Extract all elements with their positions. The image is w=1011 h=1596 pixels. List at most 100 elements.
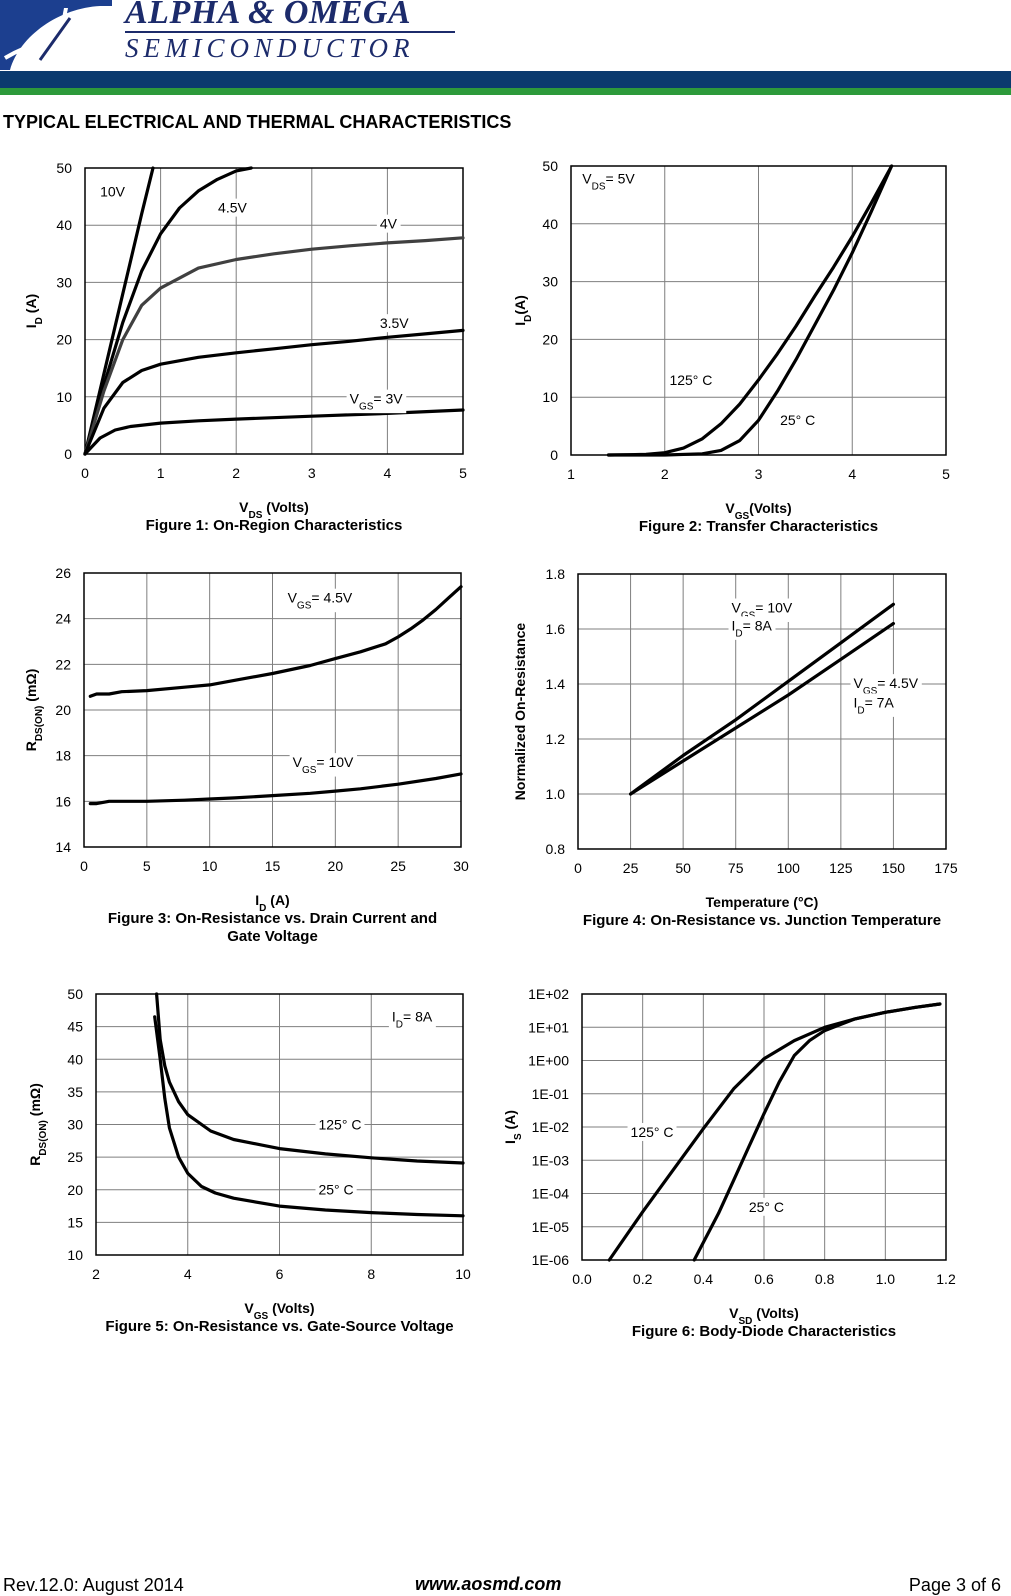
logo-swoosh [0, 0, 112, 70]
y-tick-label: 40 [542, 216, 558, 232]
y-tick-label: 15 [67, 1214, 83, 1230]
figure-title-line2: Gate Voltage [227, 928, 318, 945]
annotation-label: 125° C [669, 372, 712, 388]
x-axis-label: ID (A) [255, 892, 289, 914]
y-axis-label: ID (A) [23, 294, 45, 328]
annotation-label: ID= 7A [853, 694, 894, 716]
y-tick-label: 1.2 [546, 731, 566, 747]
x-axis-label: VGS (Volts) [244, 1300, 314, 1322]
x-tick-label: 15 [265, 858, 281, 874]
annotation-bg [728, 616, 776, 640]
x-tick-label: 4 [184, 1266, 192, 1282]
series-line [83, 166, 155, 456]
y-tick-label: 18 [55, 748, 71, 764]
y-tick-label: 50 [542, 158, 558, 174]
x-tick-label: 0 [574, 860, 582, 876]
annotation-label: 25° C [318, 1181, 353, 1197]
company-logo [0, 0, 112, 70]
y-tick-label: 1E+01 [528, 1019, 569, 1035]
annotation-label: 4.5V [218, 200, 247, 216]
annotation-bg [346, 389, 407, 414]
x-tick-label: 0.2 [633, 1271, 653, 1287]
x-tick-label: 2 [661, 466, 669, 482]
figure-3-chart: 0 5 10 15 20 25 30 14 16 18 20 22 24 26 VGS= 4.5V VGS= … [23, 565, 469, 945]
figure-5-chart: 2 4 6 8 10 10 15 20 25 30 35 40 45 50 ID= 8A 125° C 25° … [27, 986, 471, 1335]
y-tick-label: 1E-04 [532, 1186, 570, 1202]
y-tick-label: 0.8 [546, 841, 566, 857]
x-tick-label: 3 [755, 466, 763, 482]
annotation-label: VGS= 10V [732, 600, 793, 622]
annotation-label: 3.5V [380, 315, 409, 331]
x-tick-label: 25 [390, 858, 406, 874]
x-tick-label: 175 [934, 860, 958, 876]
series-line [83, 166, 253, 456]
y-tick-label: 26 [55, 565, 71, 581]
company-rule [125, 31, 455, 33]
annotation-label: 25° C [749, 1199, 784, 1215]
page-header: ALPHA & OMEGA SEMICONDUCTOR [0, 0, 1011, 95]
x-tick-label: 0.0 [572, 1271, 592, 1287]
y-tick-label: 22 [55, 656, 71, 672]
x-tick-label: 1 [567, 466, 575, 482]
annotation-label: VDS= 5V [582, 170, 635, 192]
x-tick-label: 1.0 [876, 1271, 896, 1287]
figure-title: Figure 5: On-Resistance vs. Gate-Source … [105, 1318, 453, 1335]
figure-6-chart: 0.0 0.2 0.4 0.6 0.8 1.0 1.2 1E-06 1E-05 1E-04 1E-0… [502, 986, 956, 1340]
series-line [155, 992, 465, 1165]
annotation-label: VGS= 3V [350, 391, 404, 413]
y-tick-label: 1.8 [546, 566, 566, 582]
y-tick-label: 1E-01 [532, 1086, 570, 1102]
series-line [83, 408, 465, 456]
header-band-blue [0, 71, 1011, 88]
x-tick-label: 20 [328, 858, 344, 874]
annotation-label: 10V [100, 184, 126, 200]
series-line [692, 1002, 942, 1262]
y-tick-label: 1E+00 [528, 1053, 569, 1069]
x-tick-label: 125 [829, 860, 853, 876]
series-line [153, 1015, 465, 1218]
y-tick-label: 20 [67, 1182, 83, 1198]
annotation-bg [666, 371, 716, 390]
annotation-bg [850, 674, 922, 698]
y-tick-label: 14 [55, 839, 71, 855]
y-tick-label: 10 [56, 389, 72, 405]
x-tick-label: 5 [942, 466, 950, 482]
footer-page-number: Page 3 of 6 [908, 1575, 1001, 1595]
y-tick-label: 1.0 [546, 786, 566, 802]
header-band-green [0, 88, 1011, 95]
x-tick-label: 0 [80, 858, 88, 874]
footer-revision: Rev.12.0: August 2014 [3, 1575, 184, 1595]
company-name: ALPHA & OMEGA [125, 0, 412, 31]
x-tick-label: 1 [157, 465, 165, 481]
y-tick-label: 0 [550, 447, 558, 463]
x-tick-label: 10 [455, 1266, 471, 1282]
y-tick-label: 1E-03 [532, 1152, 570, 1168]
plot-frame [84, 167, 464, 455]
x-tick-label: 5 [143, 858, 151, 874]
plot-frame [577, 573, 947, 850]
y-axis-label: Normalized On-Resistance [512, 623, 528, 801]
plot-frame [83, 572, 462, 848]
company-subtitle: SEMICONDUCTOR [125, 33, 415, 63]
y-tick-label: 1.4 [546, 676, 566, 692]
figure-title: Figure 2: Transfer Characteristics [639, 518, 878, 535]
annotation-bg [728, 598, 796, 622]
footer-website-link[interactable]: www.aosmd.com [415, 1574, 562, 1594]
y-tick-label: 50 [56, 160, 72, 176]
y-tick-label: 20 [542, 331, 558, 347]
x-tick-label: 150 [882, 860, 906, 876]
y-tick-label: 0 [64, 446, 72, 462]
x-tick-label: 3 [308, 465, 316, 481]
figure-title: Figure 1: On-Region Characteristics [146, 517, 403, 534]
y-tick-label: 40 [67, 1051, 83, 1067]
x-tick-label: 0.6 [754, 1271, 774, 1287]
annotation-bg [376, 214, 401, 233]
x-tick-label: 5 [459, 465, 467, 481]
y-tick-label: 35 [67, 1084, 83, 1100]
annotation-bg [376, 314, 413, 333]
plot-frame [95, 993, 464, 1256]
series-line [628, 621, 895, 796]
x-tick-label: 2 [92, 1266, 100, 1282]
x-tick-label: 1.2 [936, 1271, 956, 1287]
